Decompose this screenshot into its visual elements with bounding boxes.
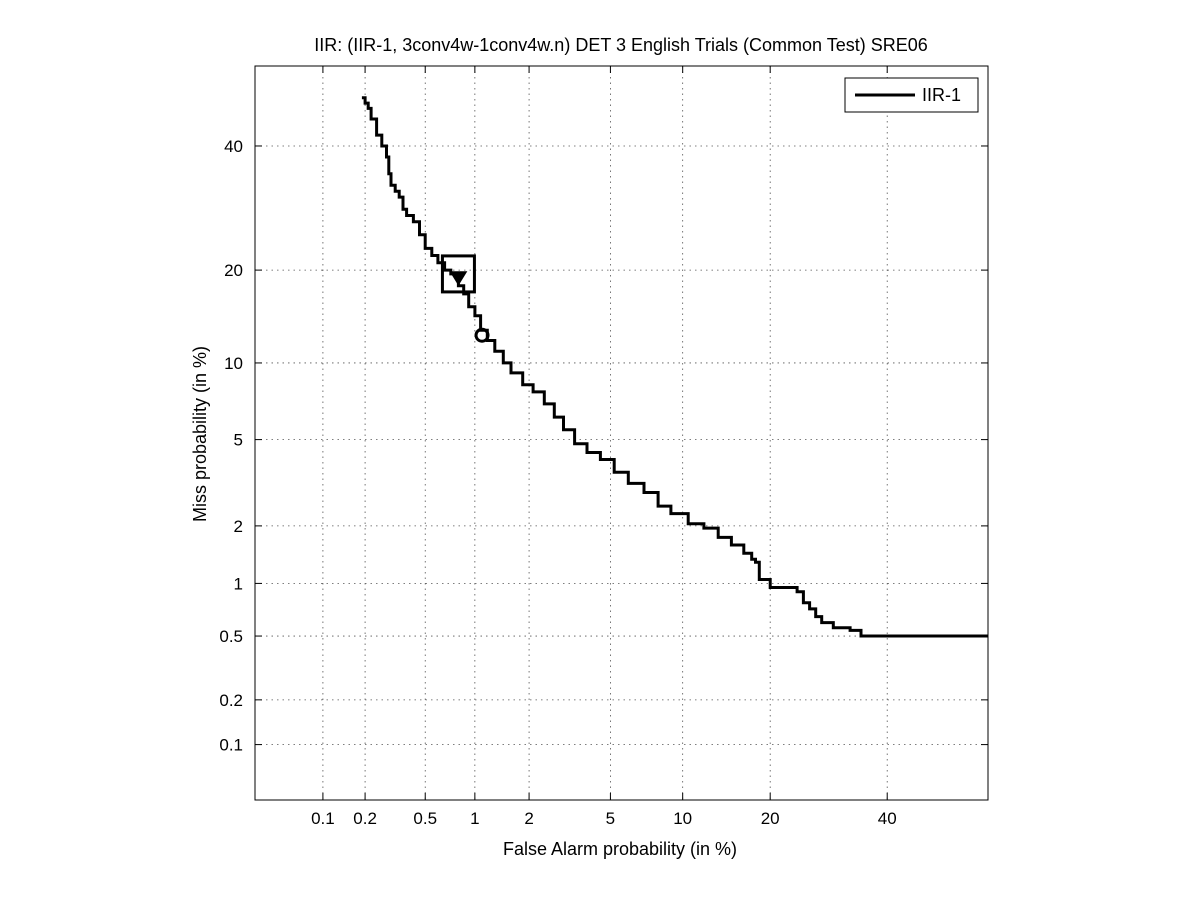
- x-axis-title: False Alarm probability (in %): [503, 839, 737, 859]
- y-tick-label: 1: [234, 574, 243, 593]
- x-tick-label: 1: [470, 809, 479, 828]
- y-tick-label: 0.5: [219, 627, 243, 646]
- y-tick-label: 2: [234, 517, 243, 536]
- legend: IIR-1: [844, 77, 979, 113]
- x-tick-label: 0.1: [311, 809, 335, 828]
- plot-area: [254, 65, 989, 801]
- x-tick-label: 5: [606, 809, 615, 828]
- eer-circle-marker: [474, 327, 490, 343]
- x-tick-label: 2: [524, 809, 533, 828]
- chart-title: IIR: (IIR-1, 3conv4w-1conv4w.n) DET 3 En…: [314, 35, 928, 55]
- x-tick-label: 0.5: [413, 809, 437, 828]
- x-tick-label: 40: [878, 809, 897, 828]
- y-tick-label: 0.2: [219, 691, 243, 710]
- y-tick-label: 0.1: [219, 736, 243, 755]
- y-axis-ticks: 0.1 0.2 0.5 1 2 5 10 20 40: [219, 137, 988, 755]
- y-tick-label: 10: [224, 354, 243, 373]
- y-tick-label: 20: [224, 261, 243, 280]
- actual-dcf-square-marker: [440, 254, 476, 294]
- x-axis-ticks: 0.1 0.2 0.5 1 2 5 10 20 40: [311, 66, 897, 828]
- plot-frame: [254, 65, 989, 801]
- y-tick-label: 5: [234, 431, 243, 450]
- x-tick-label: 20: [761, 809, 780, 828]
- grid-layer: [255, 66, 988, 800]
- series-layer: [361, 96, 988, 638]
- x-tick-label: 0.2: [353, 809, 377, 828]
- min-dcf-triangle-marker: [449, 271, 468, 286]
- y-tick-label: 40: [224, 137, 243, 156]
- y-axis-title: Miss probability (in %): [190, 346, 210, 522]
- legend-label-iir-1: IIR-1: [922, 85, 961, 105]
- series-line-iir-1: [361, 96, 988, 638]
- x-tick-label: 10: [673, 809, 692, 828]
- marker-layer: [440, 254, 490, 343]
